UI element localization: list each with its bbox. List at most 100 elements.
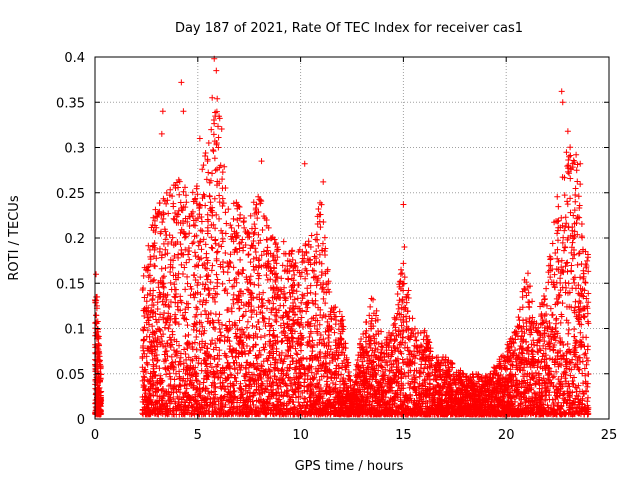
data-point-marker bbox=[319, 399, 326, 406]
data-point-marker bbox=[539, 353, 546, 360]
data-point-marker bbox=[233, 409, 240, 416]
data-point-marker bbox=[222, 386, 229, 393]
data-point-marker bbox=[247, 389, 254, 396]
data-point-marker bbox=[519, 294, 526, 301]
data-point-marker bbox=[233, 295, 240, 302]
data-point-marker bbox=[312, 317, 319, 324]
data-point-marker bbox=[545, 279, 552, 286]
data-point-marker bbox=[562, 223, 569, 230]
data-point-marker bbox=[220, 268, 227, 275]
data-point-marker bbox=[541, 364, 548, 371]
data-point-marker bbox=[161, 358, 168, 365]
data-point-marker bbox=[140, 272, 147, 279]
data-point-marker bbox=[162, 343, 169, 350]
data-point-marker bbox=[141, 294, 148, 301]
data-point-marker bbox=[189, 394, 196, 401]
data-point-marker bbox=[544, 402, 551, 409]
data-point-marker bbox=[325, 322, 332, 329]
data-point-marker bbox=[191, 294, 198, 301]
data-point-marker bbox=[568, 366, 575, 373]
data-point-marker bbox=[230, 200, 237, 207]
data-point-marker bbox=[543, 302, 550, 309]
data-point-marker bbox=[338, 371, 345, 378]
data-point-marker bbox=[546, 346, 553, 353]
data-point-marker bbox=[508, 376, 515, 383]
data-point-marker bbox=[255, 209, 262, 216]
data-point-marker bbox=[230, 215, 237, 222]
data-point-marker bbox=[272, 289, 279, 296]
data-point-marker bbox=[375, 362, 382, 369]
data-point-marker bbox=[298, 269, 305, 276]
data-point-marker bbox=[581, 365, 588, 372]
data-point-marker bbox=[189, 189, 196, 196]
data-point-marker bbox=[284, 387, 291, 394]
data-point-marker bbox=[151, 240, 158, 247]
data-point-marker bbox=[154, 306, 161, 313]
data-point-marker bbox=[200, 236, 207, 243]
data-point-marker bbox=[317, 349, 324, 356]
data-point-marker bbox=[219, 169, 226, 176]
data-point-marker bbox=[239, 236, 246, 243]
data-point-marker bbox=[160, 209, 167, 216]
data-point-marker bbox=[177, 293, 184, 300]
data-point-marker bbox=[253, 324, 260, 331]
data-point-marker bbox=[178, 261, 185, 268]
data-point-marker bbox=[323, 383, 330, 390]
data-point-marker bbox=[182, 231, 189, 238]
data-point-marker bbox=[216, 215, 223, 222]
data-point-marker bbox=[352, 378, 359, 385]
data-point-marker bbox=[208, 267, 215, 274]
data-point-marker bbox=[523, 373, 530, 380]
data-point-marker bbox=[193, 404, 200, 411]
data-point-marker bbox=[409, 378, 416, 385]
data-point-marker bbox=[163, 200, 170, 207]
data-point-marker bbox=[209, 337, 216, 344]
data-point-marker bbox=[559, 174, 566, 181]
data-point-marker bbox=[237, 334, 244, 341]
data-point-marker bbox=[366, 312, 373, 319]
data-point-marker bbox=[149, 243, 156, 250]
data-point-marker bbox=[311, 260, 318, 267]
data-point-marker bbox=[316, 376, 323, 383]
data-point-marker bbox=[162, 246, 169, 253]
data-point-marker bbox=[567, 152, 574, 159]
data-point-marker bbox=[216, 319, 223, 326]
data-point-marker bbox=[398, 322, 405, 329]
data-point-marker bbox=[216, 347, 223, 354]
data-point-marker bbox=[277, 383, 284, 390]
data-point-marker bbox=[574, 215, 581, 222]
data-point-marker bbox=[200, 191, 207, 198]
data-point-marker bbox=[242, 373, 249, 380]
data-point-marker bbox=[583, 361, 590, 368]
data-point-marker bbox=[229, 381, 236, 388]
data-point-marker bbox=[177, 383, 184, 390]
data-point-marker bbox=[571, 346, 578, 353]
data-point-marker bbox=[571, 279, 578, 286]
data-point-marker bbox=[270, 257, 277, 264]
data-point-marker bbox=[257, 237, 264, 244]
data-point-marker bbox=[560, 234, 567, 241]
data-point-marker bbox=[406, 384, 413, 391]
data-point-marker bbox=[203, 265, 210, 272]
data-point-marker bbox=[308, 369, 315, 376]
data-point-marker bbox=[141, 305, 148, 312]
data-point-marker bbox=[398, 385, 405, 392]
data-point-marker bbox=[172, 276, 179, 283]
data-point-marker bbox=[242, 383, 249, 390]
data-point-marker bbox=[559, 300, 566, 307]
data-point-marker bbox=[302, 275, 309, 282]
data-point-marker bbox=[570, 246, 577, 253]
data-point-marker bbox=[172, 210, 179, 217]
data-point-marker bbox=[504, 365, 511, 372]
data-point-marker bbox=[329, 380, 336, 387]
data-point-marker bbox=[230, 359, 237, 366]
data-point-marker bbox=[380, 376, 387, 383]
data-point-marker bbox=[579, 358, 586, 365]
data-point-marker bbox=[576, 298, 583, 305]
data-point-marker bbox=[199, 301, 206, 308]
data-point-marker bbox=[577, 274, 584, 281]
data-point-marker bbox=[267, 235, 274, 242]
data-point-marker bbox=[191, 272, 198, 279]
data-point-marker bbox=[316, 336, 323, 343]
data-point-marker bbox=[256, 347, 263, 354]
